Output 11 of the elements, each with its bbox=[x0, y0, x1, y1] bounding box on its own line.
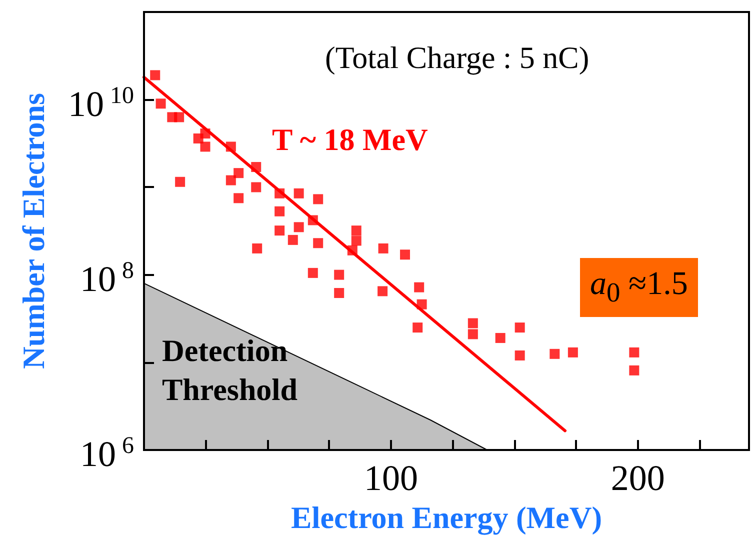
y-tick-label: 10$^{8}$ bbox=[80, 256, 134, 299]
x-tick-label: 200 bbox=[610, 458, 665, 498]
x-tick-label: 100 bbox=[364, 458, 418, 498]
series-label: Detection Threshold bbox=[162, 332, 299, 409]
y-tick-label: 10$^{6}$ bbox=[80, 432, 134, 474]
series-label: T ~ 18 MeV bbox=[272, 122, 428, 158]
annotation: (Total Charge : 5 nC) bbox=[325, 40, 590, 76]
x-axis-title: Electron Energy (MeV) bbox=[290, 500, 602, 535]
y-tick-label: 10$^{10}$ bbox=[68, 82, 134, 124]
y-axis-title: Number of Electrons bbox=[16, 92, 51, 370]
annotation: a$_{0}$ ≈1.5 bbox=[580, 258, 698, 317]
